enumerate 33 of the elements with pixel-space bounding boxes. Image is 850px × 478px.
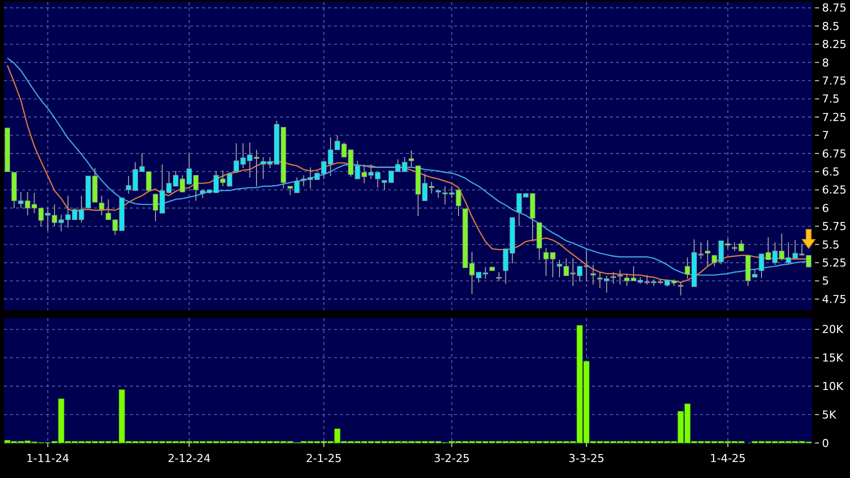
x-tick-label: 2-1-25 <box>306 452 342 465</box>
y-tick-label: 8.5 <box>822 20 840 33</box>
y-tick-label: 20K <box>822 323 844 336</box>
y-tick-label: 7.25 <box>822 110 846 124</box>
candlestick <box>590 264 596 286</box>
y-tick-label: 6.5 <box>822 166 840 179</box>
x-tick-label: 1-11-24 <box>26 452 70 465</box>
y-tick-label: 10K <box>822 380 844 394</box>
y-tick-label: 7.5 <box>822 92 840 106</box>
candlestick <box>678 282 684 296</box>
y-tick-label: 5.5 <box>822 238 840 252</box>
x-tick-label: 2-12-24 <box>168 452 211 465</box>
y-tick-label: 0 <box>822 436 829 450</box>
y-tick-label: 7 <box>822 129 829 142</box>
y-tick-label: 15K <box>822 352 844 365</box>
x-tick-label: 1-4-25 <box>710 452 746 465</box>
candlestick <box>408 150 414 168</box>
y-tick-label: 8 <box>822 56 829 70</box>
y-tick-label: 5.25 <box>822 256 846 270</box>
y-tick-label: 6.25 <box>822 184 846 197</box>
y-tick-label: 6 <box>822 202 829 215</box>
y-tick-label: 5K <box>822 408 837 422</box>
x-tick-label: 3-3-25 <box>568 452 604 465</box>
y-tick-label: 5.75 <box>822 220 846 234</box>
candlestick <box>704 240 710 267</box>
y-tick-label: 7.75 <box>822 74 846 88</box>
candlestick <box>98 195 104 216</box>
x-tick-label: 3-2-25 <box>434 452 470 465</box>
y-tick-label: 8.25 <box>822 38 846 52</box>
y-tick-label: 4.75 <box>822 292 846 306</box>
y-tick-label: 8.75 <box>822 2 846 15</box>
y-tick-label: 6.75 <box>822 147 846 160</box>
y-tick-label: 5 <box>822 274 829 288</box>
